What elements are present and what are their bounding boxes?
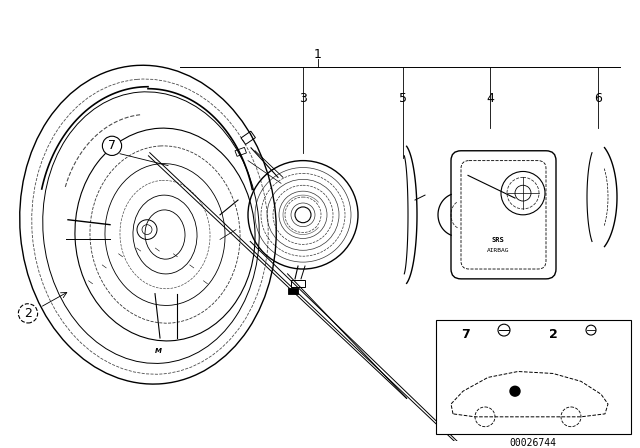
Text: 1: 1	[314, 47, 322, 60]
Text: M: M	[154, 348, 161, 354]
Text: 2: 2	[24, 307, 32, 320]
Text: 4: 4	[486, 92, 494, 105]
Text: 7: 7	[461, 327, 470, 340]
Text: 00026744: 00026744	[509, 439, 557, 448]
Text: SRS: SRS	[492, 237, 504, 243]
Circle shape	[510, 386, 520, 396]
Bar	[235, 147, 246, 156]
Text: 6: 6	[594, 92, 602, 105]
Text: 5: 5	[399, 92, 407, 105]
Text: 3: 3	[299, 92, 307, 105]
Bar	[241, 131, 255, 144]
Text: AIRBAG: AIRBAG	[487, 248, 509, 253]
Bar	[288, 288, 298, 293]
Bar	[291, 280, 305, 287]
Text: 2: 2	[548, 327, 557, 340]
Text: 7: 7	[108, 139, 116, 152]
Bar	[436, 320, 631, 434]
